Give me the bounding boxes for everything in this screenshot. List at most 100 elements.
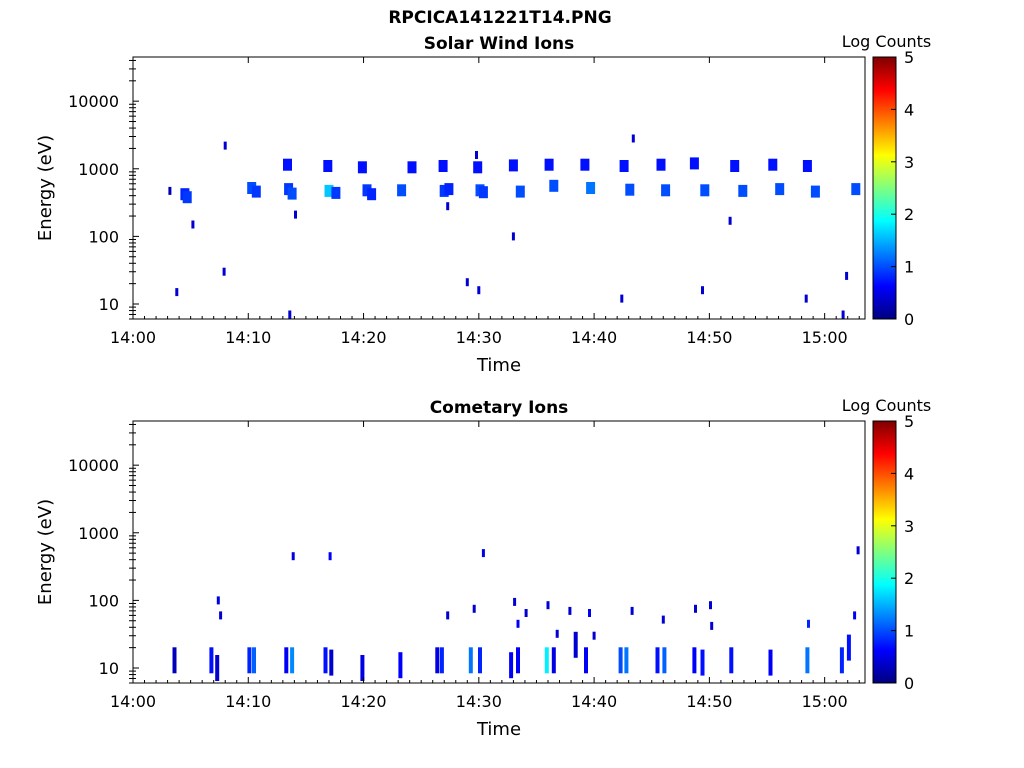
heatmap-cell	[465, 278, 469, 287]
heatmap-cell	[661, 615, 665, 624]
heatmap-cell	[524, 609, 528, 617]
heatmap-cell	[584, 647, 588, 674]
heatmap-cell	[252, 647, 256, 674]
heatmap-cell	[555, 629, 559, 638]
colorbar-tick-label: 3	[904, 517, 914, 536]
plot-area	[133, 57, 865, 319]
heatmap-cell	[444, 183, 454, 196]
heatmap-cell	[656, 158, 666, 171]
heatmap-cell	[841, 310, 845, 319]
y-tick-label: 100	[88, 227, 119, 246]
y-tick-label: 1000	[78, 524, 119, 543]
x-tick-label: 14:00	[110, 328, 156, 347]
heatmap-cell	[802, 160, 812, 172]
figure-title: RPCICA141221T14.PNG	[388, 8, 612, 28]
heatmap-cell	[655, 647, 660, 674]
heatmap-cell	[191, 220, 195, 229]
heatmap-cell	[586, 182, 596, 194]
colorbar-frame	[872, 420, 897, 684]
heatmap-cell	[329, 649, 334, 676]
heatmap-cell	[544, 647, 549, 674]
heatmap-cell	[328, 552, 332, 561]
heatmap-cell	[223, 141, 227, 150]
heatmap-cell	[580, 158, 590, 171]
heatmap-cell	[551, 647, 556, 674]
heatmap-cell	[689, 157, 699, 170]
heatmap-cell	[209, 647, 214, 674]
heatmap-cell	[360, 655, 365, 681]
axes-frame	[132, 420, 866, 684]
heatmap-cell	[662, 647, 667, 674]
heatmap-cell	[661, 184, 671, 197]
heatmap-cell	[807, 619, 810, 628]
heatmap-cell	[362, 184, 372, 197]
heatmap-cell	[290, 647, 295, 674]
heatmap-cell	[509, 652, 514, 679]
heatmap-cell	[810, 185, 820, 198]
heatmap-cell	[856, 546, 860, 555]
heatmap-cell	[700, 649, 705, 676]
heatmap-cell	[168, 186, 172, 195]
heatmap-cell	[294, 210, 297, 219]
x-tick-label: 14:50	[686, 692, 732, 711]
heatmap-cell	[182, 191, 192, 204]
panel-title: Solar Wind Ions	[424, 34, 575, 54]
heatmap-cell	[546, 601, 550, 610]
heatmap-cell	[357, 161, 367, 174]
heatmap-cell	[544, 158, 554, 171]
heatmap-cell	[222, 267, 226, 276]
heatmap-cell	[853, 611, 857, 620]
colorbar-tick-label: 5	[904, 412, 914, 431]
heatmap-cell	[291, 552, 295, 561]
heatmap-cell	[215, 655, 220, 681]
x-tick-label: 14:00	[110, 692, 156, 711]
x-tick-label: 14:30	[456, 328, 502, 347]
heatmap-cell	[175, 288, 179, 297]
colorbar-tick-label: 4	[904, 464, 914, 483]
colorbar-frame	[872, 56, 897, 320]
plot-area	[133, 421, 865, 683]
heatmap-cell	[367, 188, 377, 201]
heatmap-cell	[549, 179, 559, 192]
heatmap-cell	[625, 183, 635, 196]
heatmap-cell	[478, 647, 482, 674]
colorbar	[873, 421, 896, 683]
heatmap-cell	[477, 286, 481, 295]
heatmap-cell	[768, 649, 773, 676]
colorbar-label: Log Counts	[842, 396, 932, 415]
colorbar	[873, 57, 896, 319]
heatmap-cell	[618, 647, 623, 674]
heatmap-cell	[398, 652, 403, 679]
x-tick-label: 14:30	[456, 692, 502, 711]
colorbar-tick-label: 5	[904, 48, 914, 67]
colorbar-tick-label: 3	[904, 153, 914, 172]
heatmap-cell	[287, 187, 297, 200]
heatmap-cell	[516, 619, 520, 628]
colorbar-label: Log Counts	[842, 32, 932, 51]
heatmap-cell	[573, 631, 578, 658]
heatmap-cell	[478, 186, 488, 199]
heatmap-cell	[728, 216, 732, 225]
heatmap-cell	[513, 597, 517, 606]
y-tick-label: 10	[99, 659, 119, 678]
heatmap-cell	[851, 183, 861, 196]
y-tick-label: 100	[88, 591, 119, 610]
heatmap-cell	[323, 160, 333, 172]
heatmap-cell	[694, 604, 697, 613]
colorbar-tick-label: 2	[904, 205, 914, 224]
heatmap-cell	[805, 647, 810, 674]
x-tick-label: 14:50	[686, 328, 732, 347]
heatmap-cell	[729, 647, 734, 674]
heatmap-cell	[475, 151, 478, 159]
heatmap-cell	[446, 202, 450, 211]
heatmap-cell	[323, 647, 328, 674]
heatmap-cell	[331, 186, 341, 199]
heatmap-cell	[219, 611, 223, 620]
heatmap-cell	[846, 634, 851, 661]
heatmap-cell	[397, 184, 407, 197]
x-tick-label: 15:00	[802, 692, 848, 711]
heatmap-cell	[438, 160, 448, 172]
heatmap-cell	[738, 184, 748, 197]
heatmap-cell	[839, 647, 844, 674]
x-tick-label: 14:20	[340, 692, 386, 711]
